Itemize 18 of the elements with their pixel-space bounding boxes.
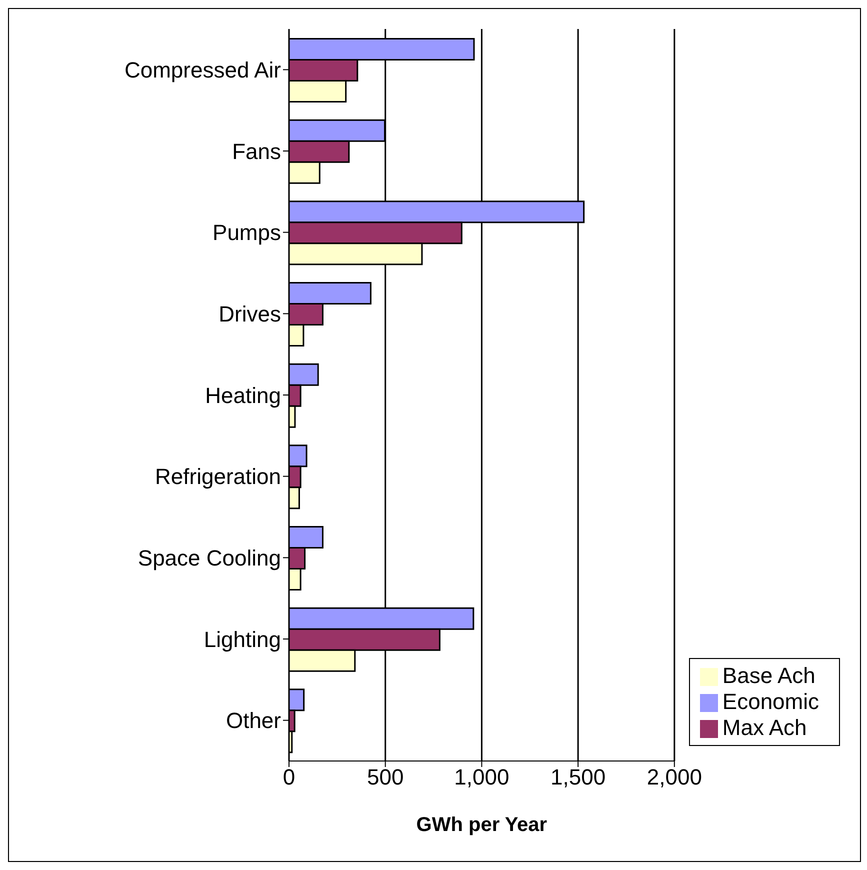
y-tick-label: Other	[226, 708, 281, 734]
x-tick-label: 500	[366, 764, 404, 790]
y-tick-label: Compressed Air	[124, 57, 281, 82]
x-tick-label: 1,000	[454, 764, 510, 790]
x-tick-label: 1,500	[550, 764, 606, 790]
y-tick-label: Pumps	[212, 220, 281, 246]
y-tick-label: Lighting	[204, 626, 281, 652]
legend-label: Economic	[722, 689, 819, 714]
y-tick-label: Fans	[232, 138, 281, 164]
y-tick-label: Heating	[205, 382, 281, 408]
y-tick-label: Refrigeration	[155, 464, 281, 490]
y-tick-label: Drives	[218, 301, 281, 326]
legend-label: Max Ach	[722, 715, 807, 740]
y-tick-label: Space Cooling	[138, 545, 281, 570]
x-tick-label: 2,000	[646, 764, 702, 790]
x-tick-label: 0	[282, 764, 296, 790]
x-axis-title: GWh per Year	[416, 814, 548, 836]
legend-label: Base Ach	[722, 663, 816, 688]
